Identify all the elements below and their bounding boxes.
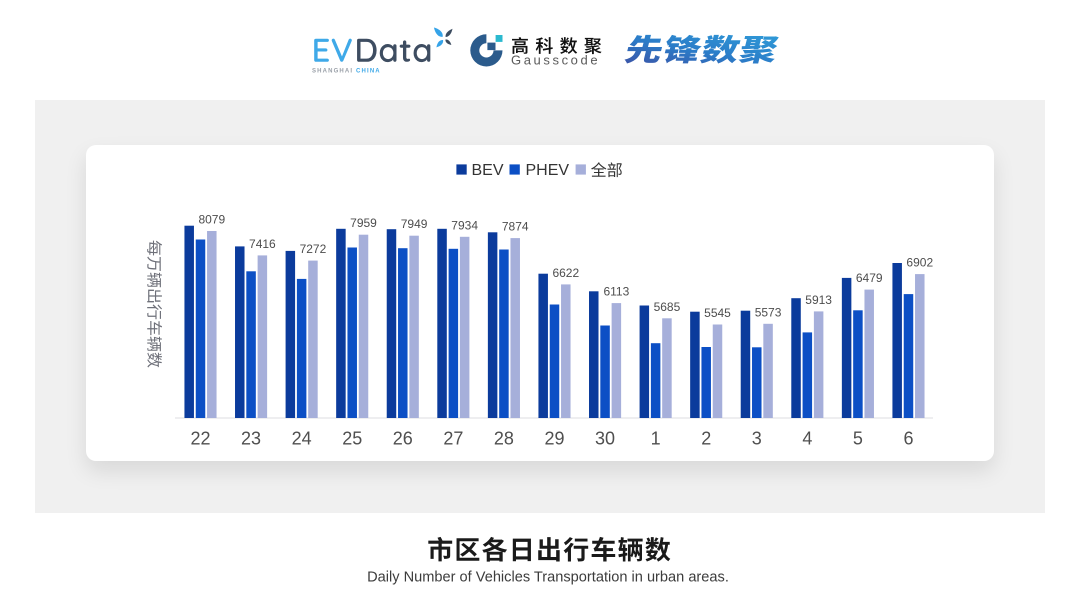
svg-text:6113: 6113 xyxy=(603,285,629,299)
svg-text:1: 1 xyxy=(651,429,661,449)
svg-text:7959: 7959 xyxy=(350,216,377,230)
svg-text:6902: 6902 xyxy=(906,256,933,270)
svg-text:24: 24 xyxy=(292,429,312,449)
svg-text:7949: 7949 xyxy=(401,217,428,231)
svg-text:5685: 5685 xyxy=(654,300,681,314)
svg-text:7934: 7934 xyxy=(451,218,478,232)
svg-text:6: 6 xyxy=(903,429,913,449)
svg-text:29: 29 xyxy=(544,429,564,449)
svg-text:22: 22 xyxy=(190,429,210,449)
svg-text:8079: 8079 xyxy=(198,213,225,227)
svg-text:27: 27 xyxy=(443,429,463,449)
svg-text:30: 30 xyxy=(595,429,615,449)
svg-text:6479: 6479 xyxy=(856,271,883,285)
svg-text:6622: 6622 xyxy=(552,266,579,280)
svg-text:4: 4 xyxy=(802,429,812,449)
svg-text:2: 2 xyxy=(701,429,711,449)
svg-text:7874: 7874 xyxy=(502,220,529,234)
svg-text:7272: 7272 xyxy=(300,242,327,256)
svg-text:7416: 7416 xyxy=(249,237,276,251)
svg-text:3: 3 xyxy=(752,429,762,449)
svg-text:5573: 5573 xyxy=(755,305,782,319)
svg-text:5913: 5913 xyxy=(805,293,832,307)
svg-text:BEV: BEV xyxy=(472,162,504,179)
svg-text:SHANGHAI CHINA: SHANGHAI CHINA xyxy=(312,69,381,75)
svg-text:25: 25 xyxy=(342,429,362,449)
svg-text:Daily Number of Vehicles Trans: Daily Number of Vehicles Transportation … xyxy=(367,570,729,586)
svg-text:5545: 5545 xyxy=(704,306,731,320)
svg-text:23: 23 xyxy=(241,429,261,449)
svg-text:28: 28 xyxy=(494,429,514,449)
svg-text:26: 26 xyxy=(393,429,413,449)
svg-text:PHEV: PHEV xyxy=(526,162,570,179)
svg-text:Gausscode: Gausscode xyxy=(511,53,600,68)
svg-text:5: 5 xyxy=(853,429,863,449)
